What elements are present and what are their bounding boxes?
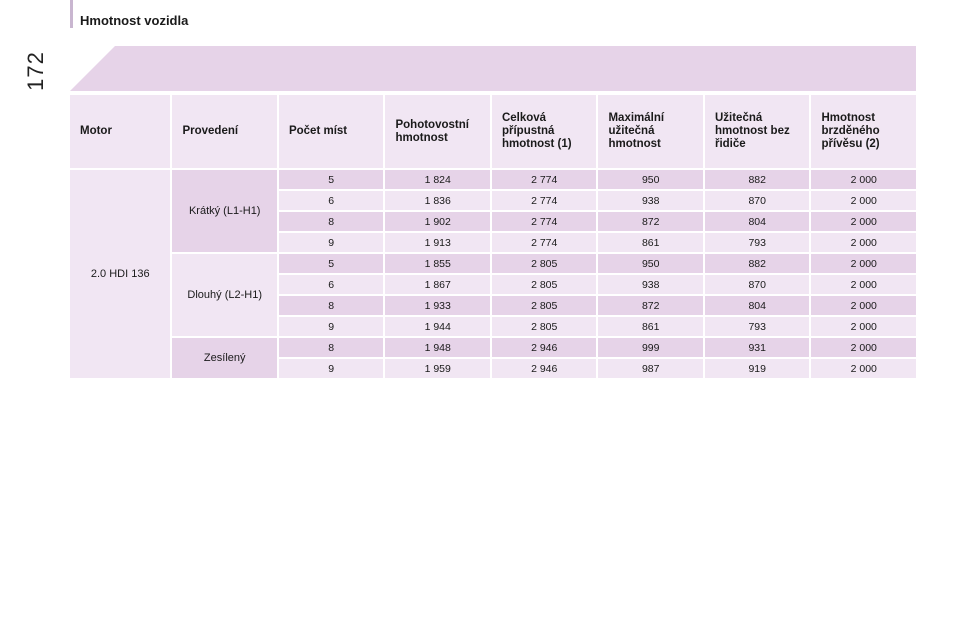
value-cell: 1 913 bbox=[385, 233, 490, 252]
value-cell: 2 805 bbox=[491, 254, 597, 273]
table-body: 2.0 HDI 136 Krátký (L1-H1) 5 1 824 2 774 950 8… bbox=[70, 170, 916, 378]
value-cell: 1 959 bbox=[385, 359, 490, 378]
value-cell: 861 bbox=[598, 317, 703, 336]
value-cell: 2 000 bbox=[811, 233, 916, 252]
value-cell: 2 000 bbox=[811, 212, 916, 231]
value-cell: 6 bbox=[278, 275, 384, 294]
value-cell: 2 805 bbox=[491, 317, 597, 336]
engine-cell: 2.0 HDI 136 bbox=[70, 170, 171, 378]
value-cell: 9 bbox=[278, 233, 384, 252]
header-pohotovostni-hmotnost: Pohotovostní hmotnost bbox=[385, 95, 490, 168]
vehicle-weight-table: Motor Provedení Počet míst Pohotovostní … bbox=[68, 93, 918, 380]
value-cell: 793 bbox=[704, 233, 810, 252]
value-cell: 9 bbox=[278, 317, 384, 336]
header-banner bbox=[70, 46, 916, 91]
value-cell: 1 933 bbox=[385, 296, 490, 315]
value-cell: 882 bbox=[704, 170, 810, 189]
value-cell: 938 bbox=[598, 275, 703, 294]
value-cell: 1 944 bbox=[385, 317, 490, 336]
value-cell: 2 000 bbox=[811, 359, 916, 378]
value-cell: 919 bbox=[704, 359, 810, 378]
value-cell: 2 805 bbox=[491, 275, 597, 294]
value-cell: 1 855 bbox=[385, 254, 490, 273]
header-celkova-pripustna-hmotnost: Celková přípustná hmotnost (1) bbox=[491, 95, 597, 168]
value-cell: 5 bbox=[278, 170, 384, 189]
section-accent-bar bbox=[70, 0, 73, 28]
value-cell: 2 946 bbox=[491, 338, 597, 357]
header-motor: Motor bbox=[70, 95, 171, 168]
value-cell: 1 824 bbox=[385, 170, 490, 189]
section-title: Hmotnost vozidla bbox=[80, 13, 189, 28]
value-cell: 2 774 bbox=[491, 170, 597, 189]
value-cell: 8 bbox=[278, 212, 384, 231]
table-row: Dlouhý (L2-H1) 5 1 855 2 805 950 882 2 000 bbox=[70, 254, 916, 336]
value-cell: 987 bbox=[598, 359, 703, 378]
variant-cell: Zesílený bbox=[172, 338, 277, 378]
value-cell: 8 bbox=[278, 296, 384, 315]
value-cell: 870 bbox=[704, 191, 810, 210]
value-cell: 870 bbox=[704, 275, 810, 294]
variant-cell: Dlouhý (L2-H1) bbox=[172, 254, 277, 336]
value-cell: 872 bbox=[598, 212, 703, 231]
value-cell: 2 000 bbox=[811, 275, 916, 294]
value-cell: 950 bbox=[598, 254, 703, 273]
header-pocet-mist: Počet míst bbox=[278, 95, 384, 168]
value-cell: 804 bbox=[704, 296, 810, 315]
value-cell: 5 bbox=[278, 254, 384, 273]
value-cell: 938 bbox=[598, 191, 703, 210]
value-cell: 793 bbox=[704, 317, 810, 336]
value-cell: 2 000 bbox=[811, 254, 916, 273]
value-cell: 872 bbox=[598, 296, 703, 315]
value-cell: 2 774 bbox=[491, 191, 597, 210]
value-cell: 1 948 bbox=[385, 338, 490, 357]
value-cell: 2 805 bbox=[491, 296, 597, 315]
value-cell: 1 902 bbox=[385, 212, 490, 231]
value-cell: 931 bbox=[704, 338, 810, 357]
value-cell: 804 bbox=[704, 212, 810, 231]
value-cell: 2 946 bbox=[491, 359, 597, 378]
table-row: Zesílený 8 1 948 2 946 999 931 2 000 bbox=[70, 338, 916, 378]
value-cell: 1 836 bbox=[385, 191, 490, 210]
value-cell: 2 000 bbox=[811, 191, 916, 210]
value-cell: 2 774 bbox=[491, 212, 597, 231]
header-maximalni-uzitecna-hmotnost: Maximální užitečná hmotnost bbox=[598, 95, 703, 168]
header-provedeni: Provedení bbox=[172, 95, 277, 168]
value-cell: 9 bbox=[278, 359, 384, 378]
value-cell: 6 bbox=[278, 191, 384, 210]
variant-cell: Krátký (L1-H1) bbox=[172, 170, 277, 252]
value-cell: 1 867 bbox=[385, 275, 490, 294]
header-hmotnost-brzdeneho-privesu: Hmotnost brzděného přívěsu (2) bbox=[811, 95, 916, 168]
value-cell: 950 bbox=[598, 170, 703, 189]
table-header-row: Motor Provedení Počet míst Pohotovostní … bbox=[70, 95, 916, 168]
value-cell: 882 bbox=[704, 254, 810, 273]
header-uzitecna-hmotnost-bez-ridice: Užitečná hmotnost bez řidiče bbox=[704, 95, 810, 168]
page-number: 172 bbox=[22, 51, 48, 91]
value-cell: 8 bbox=[278, 338, 384, 357]
value-cell: 2 000 bbox=[811, 296, 916, 315]
value-cell: 2 000 bbox=[811, 338, 916, 357]
value-cell: 2 774 bbox=[491, 233, 597, 252]
table-row: 2.0 HDI 136 Krátký (L1-H1) 5 1 824 2 774 950 8… bbox=[70, 170, 916, 378]
value-cell: 2 000 bbox=[811, 317, 916, 336]
value-cell: 861 bbox=[598, 233, 703, 252]
value-cell: 999 bbox=[598, 338, 703, 357]
value-cell: 2 000 bbox=[811, 170, 916, 189]
